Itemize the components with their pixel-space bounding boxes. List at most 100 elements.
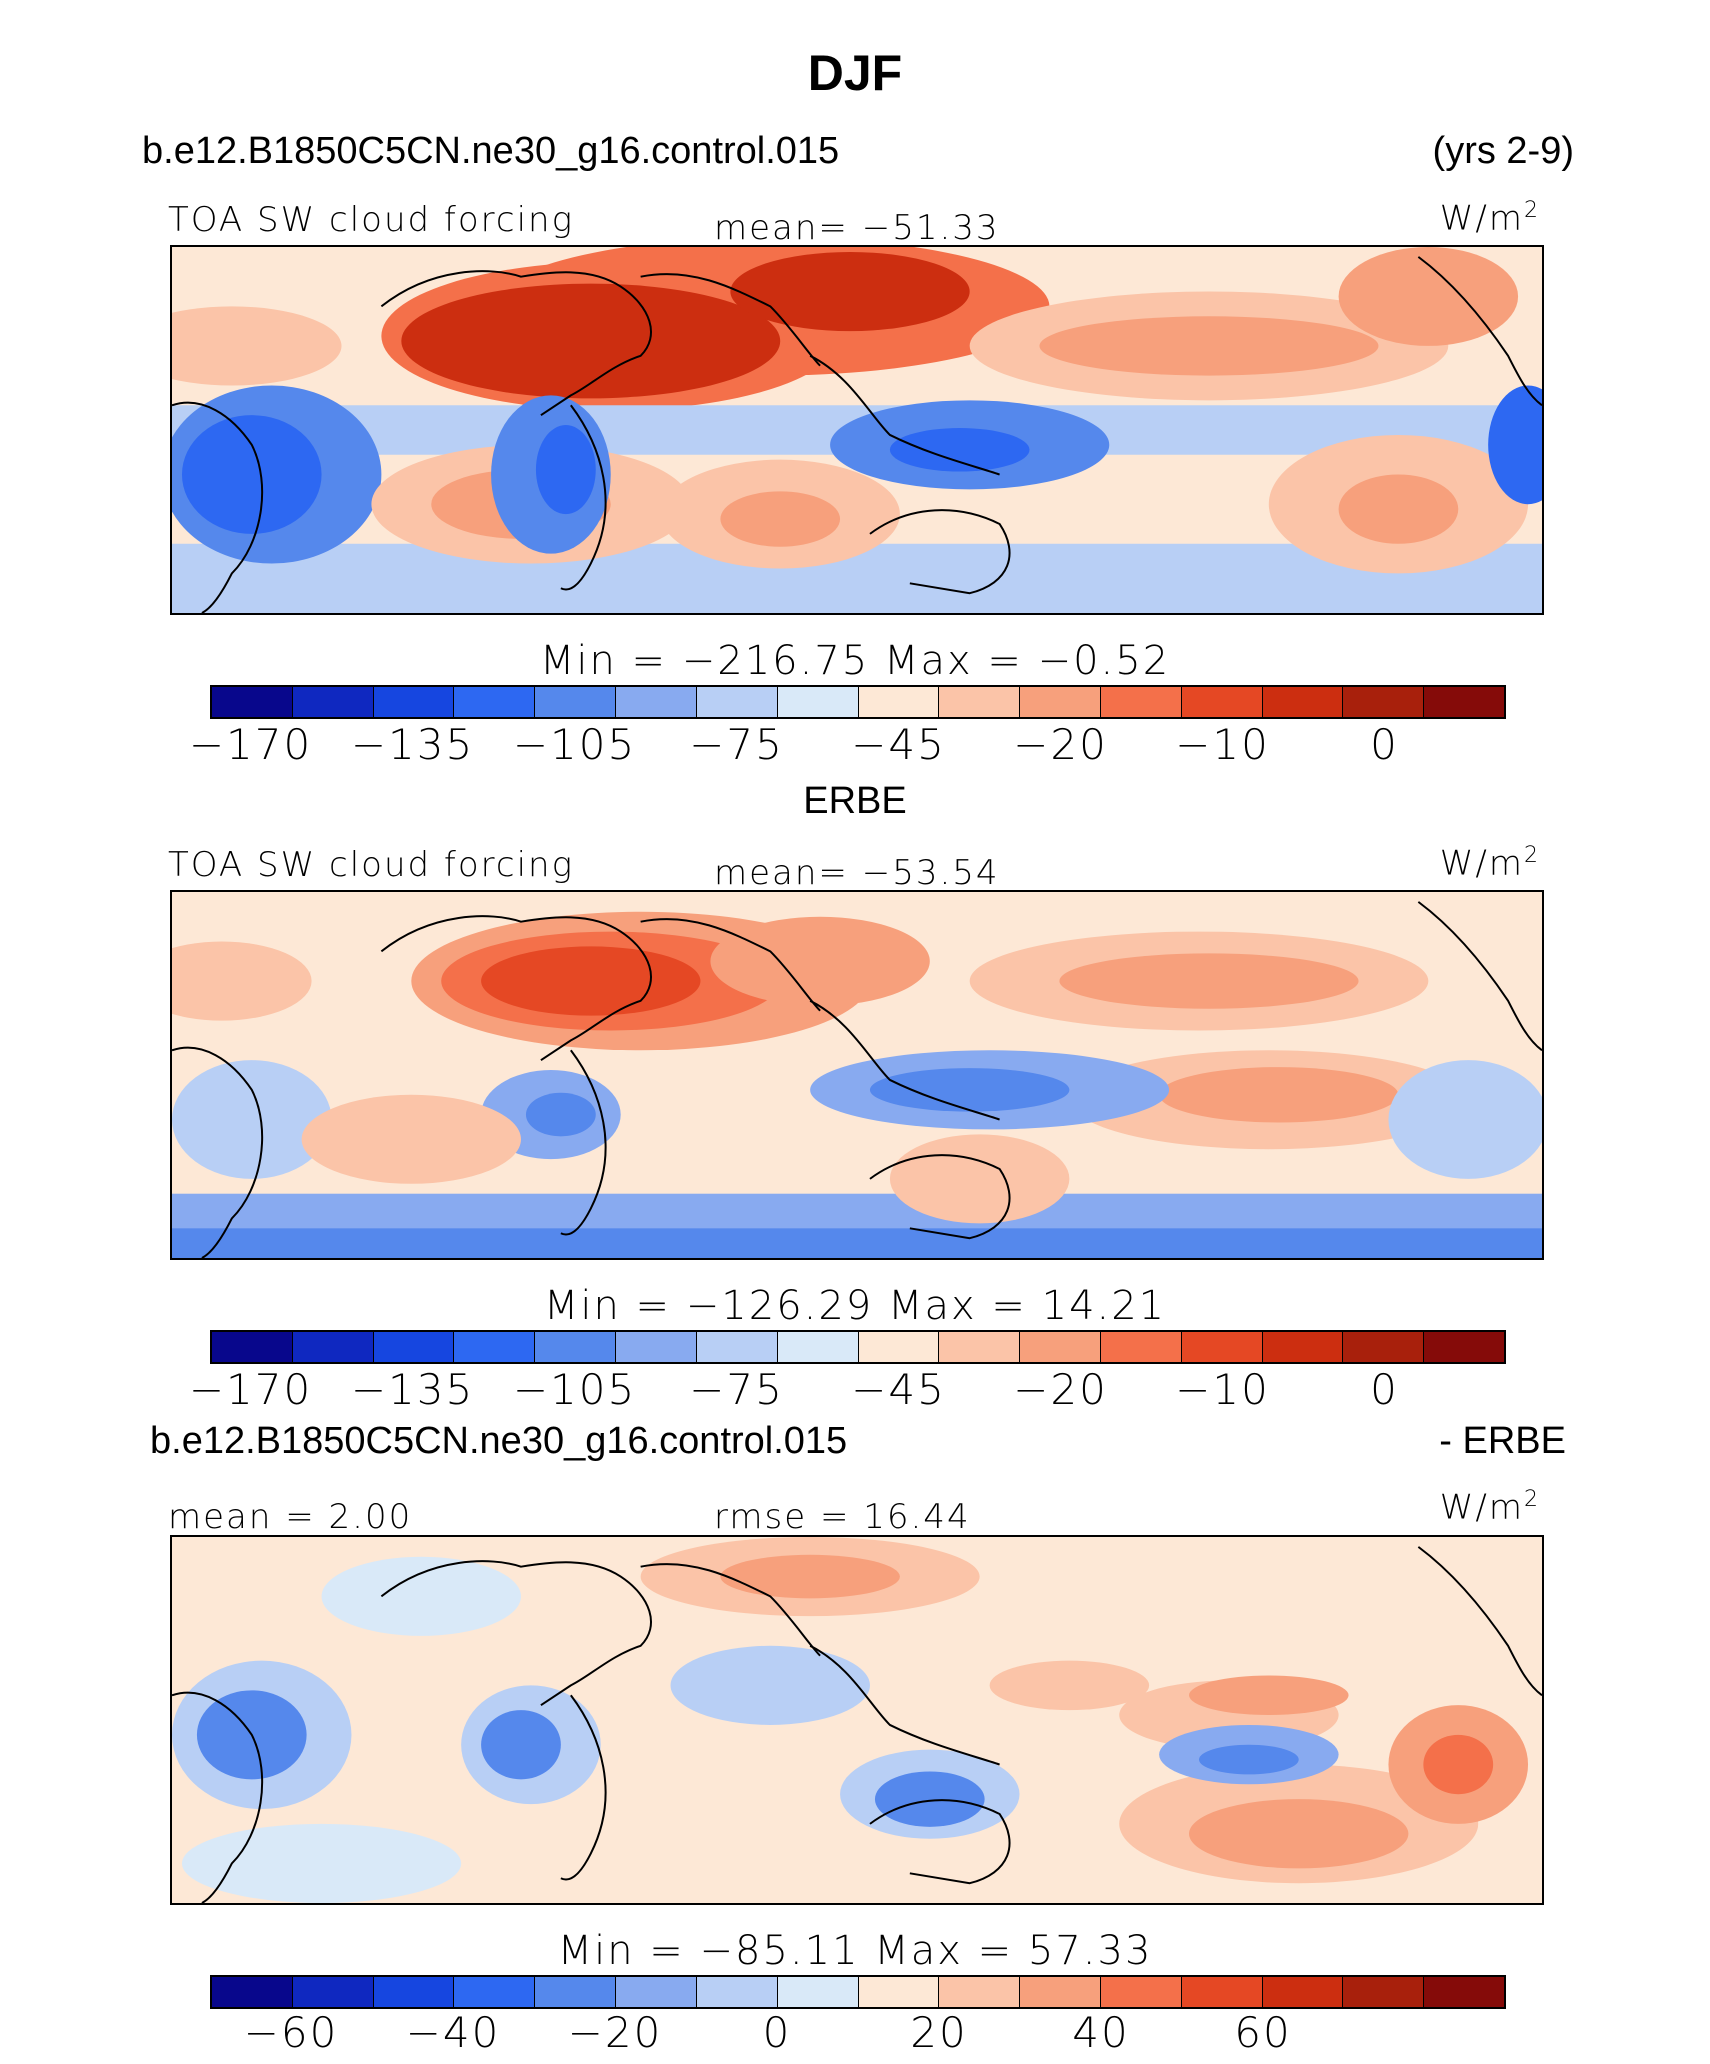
- colorbar-cell: [373, 687, 455, 717]
- colorbar-tick-label: −105: [512, 720, 637, 769]
- colorbar-tick-label: 0: [762, 2008, 792, 2057]
- colorbar-tick-label: −75: [689, 720, 784, 769]
- panel-2-coastlines: [172, 901, 1542, 1258]
- colorbar-tick-label: −170: [188, 1365, 313, 1414]
- colorbar-cell: [696, 1332, 778, 1362]
- panel-3-colorbar-ticks: −60 −40 −20 0 20 40 60: [210, 2008, 1506, 2058]
- colorbar-tick-label: 60: [1234, 2008, 1292, 2057]
- panel-2-mean: mean= −53.54: [714, 853, 1000, 893]
- colorbar-cell: [212, 1977, 293, 2007]
- colorbar-cell: [939, 687, 1021, 717]
- colorbar-cell: [1343, 1977, 1425, 2007]
- panel-2-units: W/m2: [1439, 843, 1540, 884]
- colorbar-cell: [1262, 1977, 1344, 2007]
- panel-2-map: [170, 890, 1544, 1260]
- panel-3-rmse: rmse = 16.44: [714, 1497, 971, 1537]
- colorbar-cell: [212, 687, 293, 717]
- panel-3-contours: [172, 1537, 1529, 1903]
- colorbar-cell: [1343, 1332, 1425, 1362]
- colorbar-tick-label: −10: [1175, 1365, 1270, 1414]
- colorbar-cell: [1424, 1332, 1504, 1362]
- colorbar-tick-label: 20: [910, 2008, 968, 2057]
- colorbar-cell: [1100, 1332, 1182, 1362]
- panel-1-map: [170, 245, 1544, 615]
- panel-3-mean: mean = 2.00: [168, 1497, 413, 1537]
- colorbar-tick-label: −170: [188, 720, 313, 769]
- panel-1-variable: TOA SW cloud forcing: [168, 200, 574, 240]
- colorbar-tick-label: −105: [512, 1365, 637, 1414]
- colorbar-cell: [373, 1977, 455, 2007]
- colorbar-cell: [1262, 687, 1344, 717]
- panel-3-minmax: Min = −85.11 Max = 57.33: [557, 1928, 1153, 1974]
- panel-3-map: [170, 1535, 1544, 1905]
- colorbar-cell: [1424, 687, 1504, 717]
- panel-1-coastlines: [172, 256, 1542, 613]
- colorbar-cell: [373, 1332, 455, 1362]
- colorbar-cell: [858, 1332, 940, 1362]
- colorbar-cell: [616, 1977, 697, 2007]
- colorbar-tick-label: 0: [1370, 720, 1399, 769]
- panel-1-mean: mean= −51.33: [714, 208, 1000, 248]
- panel-2-minmax: Min = −126.29 Max = 14.21: [543, 1283, 1167, 1329]
- colorbar-tick-label: −135: [350, 1365, 475, 1414]
- colorbar-cell: [292, 687, 374, 717]
- panel-1-contours: [172, 247, 1542, 613]
- obs-name: ERBE: [803, 780, 907, 822]
- colorbar-tick-label: −45: [851, 1365, 946, 1414]
- colorbar-cell: [858, 1977, 940, 2007]
- colorbar-cell: [777, 687, 859, 717]
- panel-3-coastlines: [172, 1546, 1542, 1903]
- colorbar-cell: [535, 1332, 617, 1362]
- colorbar-tick-label: 40: [1072, 2008, 1130, 2057]
- panel-1-units: W/m2: [1439, 198, 1540, 239]
- colorbar-cell: [1262, 1332, 1344, 1362]
- colorbar-cell: [454, 687, 536, 717]
- colorbar-cell: [535, 1977, 617, 2007]
- colorbar-cell: [696, 687, 778, 717]
- panel-2-contours: [172, 911, 1542, 1258]
- panel-1-minmax: Min = −216.75 Max = −0.52: [539, 638, 1171, 684]
- colorbar-cell: [1100, 687, 1182, 717]
- colorbar-cell: [1343, 687, 1425, 717]
- panel-1-colorbar: [210, 685, 1506, 719]
- colorbar-cell: [454, 1332, 536, 1362]
- colorbar-cell: [1020, 1977, 1101, 2007]
- colorbar-cell: [777, 1977, 859, 2007]
- colorbar-cell: [212, 1332, 293, 1362]
- colorbar-cell: [616, 1332, 697, 1362]
- colorbar-tick-label: −20: [1013, 720, 1108, 769]
- colorbar-tick-label: −20: [567, 2008, 663, 2057]
- colorbar-cell: [1181, 1977, 1263, 2007]
- colorbar-cell: [1424, 1977, 1504, 2007]
- colorbar-cell: [1181, 687, 1263, 717]
- diff-case-name: b.e12.B1850C5CN.ne30_g16.control.015: [150, 1420, 848, 1462]
- colorbar-tick-label: −40: [405, 2008, 501, 2057]
- colorbar-tick-label: −135: [350, 720, 475, 769]
- panel-1-colorbar-ticks: −170 −135 −105 −75 −45 −20 −10 0: [189, 720, 1506, 770]
- colorbar-tick-label: −60: [243, 2008, 339, 2057]
- colorbar-tick-label: −20: [1013, 1365, 1108, 1414]
- colorbar-tick-label: 0: [1370, 1365, 1399, 1414]
- colorbar-cell: [1020, 687, 1101, 717]
- colorbar-tick-label: −75: [689, 1365, 784, 1414]
- panel-2-variable: TOA SW cloud forcing: [168, 845, 574, 885]
- colorbar-cell: [939, 1332, 1021, 1362]
- colorbar-cell: [1181, 1332, 1263, 1362]
- panel-3-colorbar: [210, 1975, 1506, 2009]
- panel-2-colorbar: [210, 1330, 1506, 1364]
- case-name: b.e12.B1850C5CN.ne30_g16.control.015: [142, 130, 840, 172]
- colorbar-cell: [535, 687, 617, 717]
- years-label: (yrs 2-9): [1432, 130, 1574, 172]
- colorbar-cell: [858, 687, 940, 717]
- colorbar-cell: [1020, 1332, 1101, 1362]
- diff-suffix: - ERBE: [1439, 1420, 1566, 1462]
- panel-3-units: W/m2: [1439, 1487, 1540, 1528]
- colorbar-cell: [777, 1332, 859, 1362]
- colorbar-cell: [939, 1977, 1021, 2007]
- colorbar-tick-label: −45: [851, 720, 946, 769]
- colorbar-tick-label: −10: [1175, 720, 1270, 769]
- colorbar-cell: [292, 1977, 374, 2007]
- colorbar-cell: [616, 687, 697, 717]
- panel-2-colorbar-ticks: −170 −135 −105 −75 −45 −20 −10 0: [189, 1365, 1506, 1415]
- colorbar-cell: [1100, 1977, 1182, 2007]
